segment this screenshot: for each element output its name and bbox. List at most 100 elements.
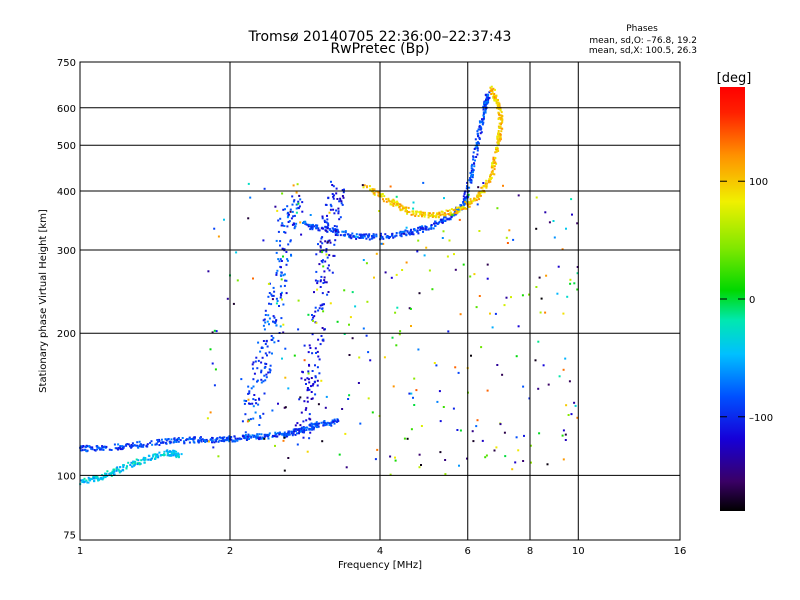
data-point (264, 352, 267, 355)
data-point (278, 260, 281, 263)
data-point (268, 432, 271, 435)
data-point (558, 375, 561, 378)
data-point (416, 230, 419, 233)
data-point (296, 422, 299, 425)
data-point (357, 382, 360, 384)
data-point (296, 443, 299, 446)
data-point (276, 269, 279, 272)
data-point (294, 225, 297, 228)
data-point (87, 445, 90, 448)
data-point (327, 291, 330, 293)
data-point (277, 258, 280, 261)
data-point (262, 239, 265, 242)
data-point (446, 218, 449, 221)
data-point (455, 209, 458, 212)
data-point (449, 217, 451, 220)
data-point (494, 96, 497, 99)
data-point (476, 419, 479, 422)
data-point (282, 439, 285, 442)
data-point (305, 429, 308, 431)
data-point (393, 199, 396, 202)
data-point (322, 227, 324, 230)
data-point (273, 321, 276, 324)
data-point (121, 445, 124, 448)
data-point (326, 230, 329, 233)
data-point (373, 193, 376, 196)
data-point (263, 374, 266, 377)
data-point (442, 230, 445, 233)
data-point (279, 258, 282, 261)
data-point (389, 200, 392, 203)
data-point (252, 417, 255, 420)
data-point (272, 336, 275, 339)
data-point (562, 368, 565, 371)
data-point (282, 331, 285, 334)
data-point (517, 449, 520, 452)
data-point (320, 379, 323, 382)
data-point (271, 298, 274, 301)
data-point (311, 228, 314, 231)
data-point (104, 472, 106, 475)
x-tick-label: 16 (674, 546, 687, 557)
data-point (307, 225, 310, 228)
data-point (564, 357, 567, 360)
data-point (227, 436, 230, 439)
data-point (412, 212, 415, 215)
data-point (340, 202, 343, 205)
data-point (321, 236, 324, 239)
data-point (330, 230, 333, 233)
data-point (412, 207, 415, 210)
data-point (331, 419, 334, 422)
data-point (314, 393, 317, 396)
data-point (312, 316, 315, 319)
data-point (211, 331, 214, 334)
data-point (366, 186, 368, 189)
colorbar-tick-label: –100 (749, 413, 773, 424)
data-point (251, 434, 254, 437)
y-tick-label: 100 (57, 471, 76, 482)
data-point (349, 316, 352, 319)
data-point (458, 464, 460, 467)
data-point (93, 475, 96, 478)
data-point (170, 454, 172, 456)
data-point (269, 369, 272, 372)
data-point (286, 433, 289, 436)
data-point (264, 343, 267, 345)
data-point (266, 345, 269, 348)
data-point (408, 211, 411, 213)
data-point (163, 454, 166, 456)
data-point (414, 215, 417, 217)
data-point (292, 432, 295, 435)
data-point (117, 446, 120, 449)
data-point (371, 235, 374, 238)
data-point (393, 201, 396, 204)
data-point (103, 445, 106, 448)
data-point (325, 229, 328, 232)
data-point (168, 454, 171, 457)
data-point (315, 226, 318, 229)
data-point (119, 466, 122, 469)
data-point (289, 239, 292, 242)
data-point (324, 220, 327, 223)
data-point (476, 149, 479, 152)
data-point (403, 232, 406, 235)
data-point (542, 364, 545, 367)
data-point (486, 277, 489, 280)
data-point (392, 198, 395, 201)
data-point (375, 233, 378, 236)
data-point (365, 334, 368, 337)
data-point (269, 364, 272, 367)
data-point (302, 371, 304, 374)
data-point (476, 143, 478, 146)
data-point (309, 424, 312, 427)
data-point (169, 450, 171, 453)
data-point (152, 453, 155, 456)
data-point (96, 476, 99, 478)
data-point (475, 156, 478, 158)
data-point (470, 167, 473, 170)
data-point (389, 203, 392, 206)
data-point (226, 297, 229, 300)
data-point (483, 105, 486, 108)
data-point (235, 251, 238, 254)
data-point (275, 273, 278, 276)
